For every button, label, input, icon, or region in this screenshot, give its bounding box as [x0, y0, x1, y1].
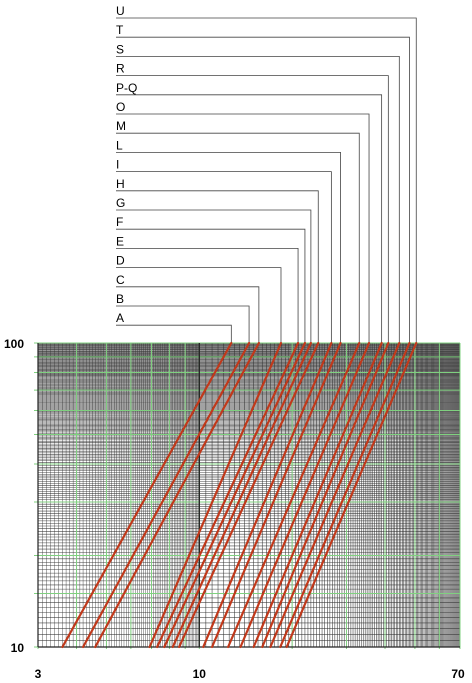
legend-label-r: R [116, 62, 125, 76]
legend-label-s: S [116, 42, 124, 56]
leader-line-u [116, 17, 417, 342]
legend-label-b: B [116, 292, 124, 306]
series-line-p-q [252, 341, 383, 649]
series-line-t [279, 341, 411, 649]
series-line-u [285, 341, 418, 649]
legend-label-p-q: P-Q [116, 81, 137, 95]
legend-label-c: C [116, 273, 125, 287]
series-line-f [163, 341, 307, 649]
leader-line-t [116, 36, 410, 342]
legend-label-f: F [116, 215, 123, 229]
leader-line-m [116, 132, 360, 342]
legend-label-i: I [116, 158, 119, 172]
series-line-s [269, 341, 401, 649]
series-line-h [177, 341, 320, 649]
legend-label-g: G [116, 196, 125, 210]
series-line-a [61, 341, 233, 649]
leader-line-s [116, 56, 400, 342]
legend-label-h: H [116, 177, 125, 191]
leader-line-o [116, 113, 370, 342]
legend-label-d: D [116, 254, 125, 268]
series-line-i [202, 341, 333, 649]
x-tick-label-10: 10 [193, 667, 207, 681]
leader-line-e [116, 248, 299, 342]
x-tick-label-3: 3 [35, 667, 42, 681]
legend-label-m: M [116, 119, 126, 133]
legend-label-t: T [116, 23, 124, 37]
y-tick-label-10: 10 [11, 641, 25, 655]
leader-line-i [116, 171, 332, 342]
series-line-m [227, 341, 361, 649]
leader-line-r [116, 75, 389, 342]
legend-label-e: E [116, 234, 124, 248]
leader-line-c [116, 286, 260, 342]
leader-line-b [116, 305, 250, 342]
series-line-r [261, 341, 390, 649]
leader-line-l [116, 152, 341, 342]
legend-leaders [116, 17, 417, 342]
leader-line-g [116, 209, 312, 342]
legend-label-l: L [116, 138, 123, 152]
leader-line-p-q [116, 94, 383, 342]
series-line-c [94, 341, 260, 649]
legend-label-a: A [116, 311, 124, 325]
series-line-d [148, 341, 283, 649]
leader-line-a [116, 324, 232, 342]
x-tick-label-70: 70 [451, 667, 465, 681]
series-line-b [81, 341, 251, 649]
leader-line-f [116, 228, 306, 342]
leader-line-h [116, 190, 319, 342]
series-line-l [210, 341, 342, 649]
tick-labels: 100 10 3 10 70 [4, 337, 465, 681]
legend-label-u: U [116, 4, 125, 18]
legend-label-o: O [116, 100, 125, 114]
series-line-g [171, 341, 312, 649]
series-line-e [156, 341, 300, 649]
leader-line-d [116, 267, 282, 342]
series-lines [61, 341, 418, 649]
series-line-o [239, 341, 371, 649]
y-tick-label-100: 100 [4, 337, 24, 351]
